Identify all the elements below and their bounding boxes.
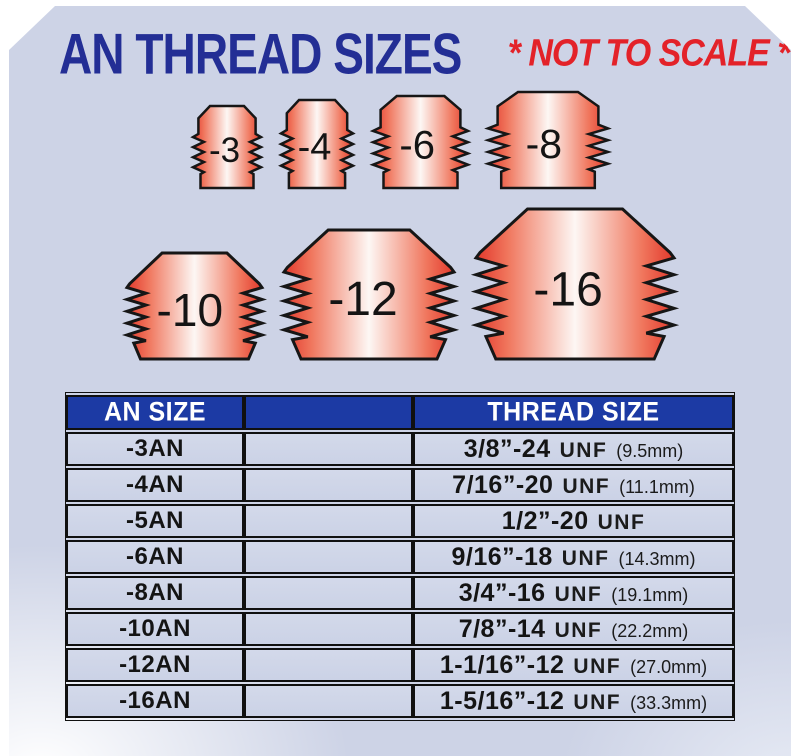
thread-size-text: 3/8”-24 UNF (9.5mm) xyxy=(421,435,726,464)
svg-text:-4: -4 xyxy=(297,127,331,169)
thread-size-cell: 9/16”-18 UNF (14.3mm) xyxy=(413,540,734,574)
table-row: -3AN 3/8”-24 UNF (9.5mm) xyxy=(66,432,734,466)
thread-size-text: 3/4”-16 UNF (19.1mm) xyxy=(421,579,726,608)
an-size-cell: -16AN xyxy=(66,684,244,718)
table-header-row: AN SIZE THREAD SIZE xyxy=(66,395,734,430)
svg-text:-10: -10 xyxy=(156,284,222,336)
svg-text:-6: -6 xyxy=(399,124,435,168)
thread-size-text: 7/16”-20 UNF (11.1mm) xyxy=(421,471,726,500)
thread-fraction: 7/16”-20 xyxy=(452,470,554,499)
thread-mm: (19.1mm) xyxy=(611,584,689,605)
table-row: -8AN 3/4”-16 UNF (19.1mm) xyxy=(66,576,734,610)
svg-text:-3: -3 xyxy=(209,131,240,170)
thread-size-cell: 1/2”-20 UNF xyxy=(413,504,734,538)
thread-fraction: 1/2”-20 xyxy=(501,506,589,535)
thread-fraction: 1-5/16”-12 xyxy=(439,686,565,715)
table-row: -4AN 7/16”-20 UNF (11.1mm) xyxy=(66,468,734,502)
svg-text:-12: -12 xyxy=(328,273,397,326)
middle-empty-cell xyxy=(244,684,413,718)
main-panel: AN THREAD SIZES * NOT TO SCALE * -3 -4 -6-… xyxy=(9,6,791,756)
an-size-table: AN SIZE THREAD SIZE -3AN 3/8”-24 UNF (9.… xyxy=(65,392,735,721)
middle-empty-cell xyxy=(244,432,413,466)
header-middle-empty xyxy=(244,395,413,430)
thread-standard: UNF xyxy=(597,510,646,534)
fitting-16: -16 xyxy=(476,209,674,359)
middle-empty-cell xyxy=(244,612,413,646)
fitting-4: -4 xyxy=(281,100,353,188)
thread-fraction: 1-1/16”-12 xyxy=(439,650,565,679)
table-row: -12AN 1-1/16”-12 UNF (27.0mm) xyxy=(66,648,734,682)
thread-standard: UNF xyxy=(573,690,622,714)
thread-size-text: 7/8”-14 UNF (22.2mm) xyxy=(421,615,726,644)
thread-mm: (11.1mm) xyxy=(619,476,695,497)
fittings-row-small: -3 -4 -6 -8 xyxy=(9,92,791,188)
fitting-3: -3 xyxy=(193,106,261,188)
thread-standard: UNF xyxy=(573,654,622,678)
page-title: AN THREAD SIZES xyxy=(59,21,462,86)
thread-mm: (9.5mm) xyxy=(616,440,684,461)
thread-standard: UNF xyxy=(554,582,603,606)
thread-fraction: 3/4”-16 xyxy=(458,578,546,607)
fitting-6: -6 xyxy=(373,96,468,188)
thread-standard: UNF xyxy=(554,618,603,642)
thread-mm: (22.2mm) xyxy=(611,620,689,641)
fittings-row-large: -10 -12 -16 xyxy=(9,209,791,359)
header-thread-size: THREAD SIZE xyxy=(413,395,734,430)
title-row: AN THREAD SIZES * NOT TO SCALE * xyxy=(9,6,791,81)
an-size-cell: -3AN xyxy=(66,432,244,466)
thread-size-text: 1-1/16”-12 UNF (27.0mm) xyxy=(421,651,726,680)
not-to-scale-note: * NOT TO SCALE * xyxy=(507,31,790,75)
middle-empty-cell xyxy=(244,504,413,538)
an-size-cell: -5AN xyxy=(66,504,244,538)
thread-size-text: 1/2”-20 UNF xyxy=(421,507,726,536)
table-row: -6AN 9/16”-18 UNF (14.3mm) xyxy=(66,540,734,574)
middle-empty-cell xyxy=(244,648,413,682)
thread-fraction: 7/8”-14 xyxy=(458,614,546,643)
svg-text:-16: -16 xyxy=(533,264,602,317)
thread-fraction: 9/16”-18 xyxy=(451,542,553,571)
thread-mm: (14.3mm) xyxy=(618,548,696,569)
fitting-8: -8 xyxy=(488,92,608,188)
fitting-10: -10 xyxy=(127,253,262,359)
middle-empty-cell xyxy=(244,540,413,574)
table-row: -16AN 1-5/16”-12 UNF (33.3mm) xyxy=(66,684,734,718)
svg-text:-8: -8 xyxy=(525,121,561,167)
middle-empty-cell xyxy=(244,468,413,502)
an-size-cell: -4AN xyxy=(66,468,244,502)
thread-size-cell: 7/16”-20 UNF (11.1mm) xyxy=(413,468,734,502)
thread-size-cell: 7/8”-14 UNF (22.2mm) xyxy=(413,612,734,646)
thread-mm: (27.0mm) xyxy=(630,656,708,677)
thread-mm: (33.3mm) xyxy=(630,692,708,713)
an-size-cell: -12AN xyxy=(66,648,244,682)
thread-size-text: 9/16”-18 UNF (14.3mm) xyxy=(421,543,726,572)
thread-fraction: 3/8”-24 xyxy=(463,434,551,463)
table-row: -10AN 7/8”-14 UNF (22.2mm) xyxy=(66,612,734,646)
header-an-size-label: AN SIZE xyxy=(103,396,207,428)
middle-empty-cell xyxy=(244,576,413,610)
header-thread-size-label: THREAD SIZE xyxy=(487,396,660,428)
thread-size-cell: 3/8”-24 UNF (9.5mm) xyxy=(413,432,734,466)
thread-standard: UNF xyxy=(562,474,611,498)
an-size-cell: -10AN xyxy=(66,612,244,646)
thread-size-cell: 1-1/16”-12 UNF (27.0mm) xyxy=(413,648,734,682)
thread-standard: UNF xyxy=(559,438,608,462)
table-row: -5AN 1/2”-20 UNF xyxy=(66,504,734,538)
thread-size-cell: 3/4”-16 UNF (19.1mm) xyxy=(413,576,734,610)
thread-size-text: 1-5/16”-12 UNF (33.3mm) xyxy=(421,687,726,716)
thread-size-cell: 1-5/16”-12 UNF (33.3mm) xyxy=(413,684,734,718)
header-an-size: AN SIZE xyxy=(66,395,244,430)
fitting-12: -12 xyxy=(284,230,454,359)
thread-standard: UNF xyxy=(561,546,610,570)
an-size-cell: -6AN xyxy=(66,540,244,574)
an-size-cell: -8AN xyxy=(66,576,244,610)
